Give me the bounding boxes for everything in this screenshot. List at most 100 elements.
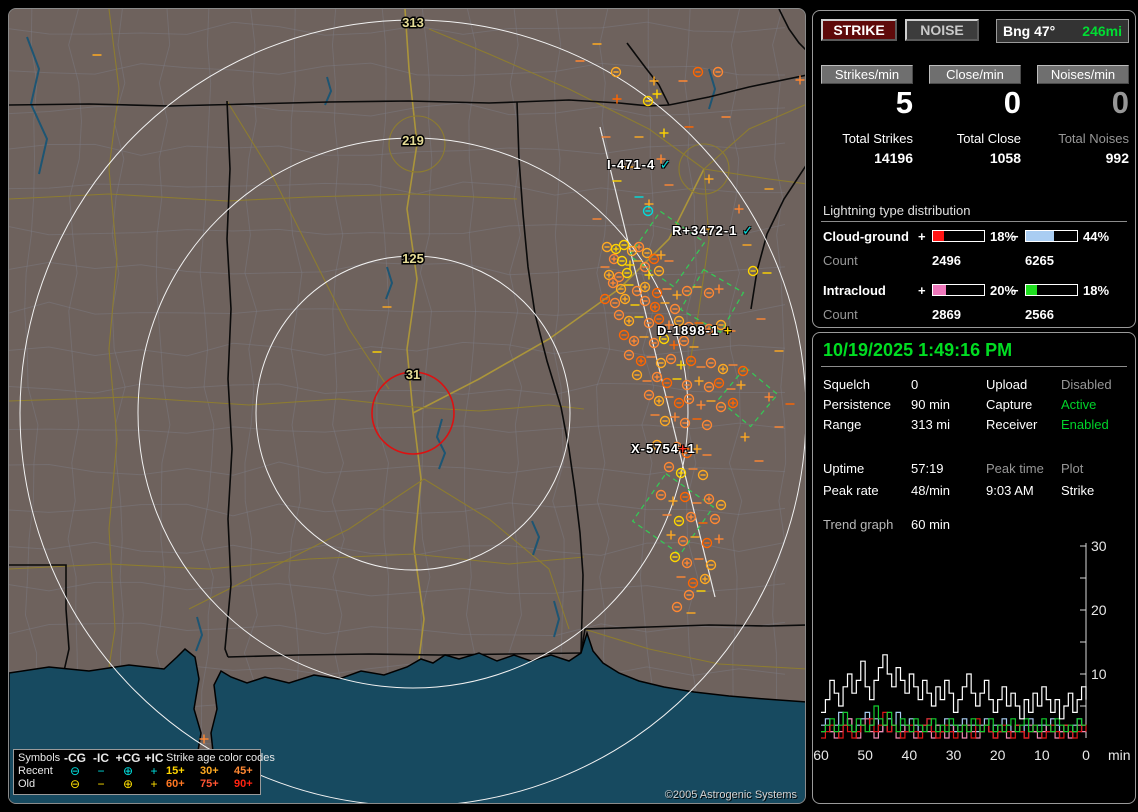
gulf-water (9, 630, 805, 803)
legend-col-neg-cg: -CG (64, 751, 86, 765)
svg-text:0: 0 (1082, 747, 1090, 763)
lightning-map[interactable]: 313 219 125 31 I-471-4 ✓ R+3472-1 ✓ D-1898-1 … (8, 8, 806, 804)
storm-cell-label: R+3472-1 ✓ (672, 223, 754, 238)
count-label: Count (823, 307, 858, 322)
distribution-pct: 44% (1083, 229, 1110, 244)
range-ring-label-219: 219 (402, 133, 424, 148)
legend-col-pos-cg: +CG (115, 751, 141, 765)
trend-series-ic-neg (821, 705, 1086, 733)
distribution-pct: 18% (990, 229, 1017, 244)
count-pos-value: 2869 (932, 307, 961, 322)
status-cell: Persistence (823, 397, 891, 412)
noise-indicator-button[interactable]: NOISE (905, 19, 979, 41)
distribution-row-name: Intracloud (823, 283, 886, 298)
trend-graph: 10 20 30 60 50 40 30 20 10 0 min (813, 538, 1130, 763)
strike-indicator-button[interactable]: STRIKE (821, 19, 897, 41)
total-label: Total Close (956, 131, 1021, 146)
legend-row-label: Old (18, 778, 36, 790)
svg-text:20: 20 (990, 747, 1006, 763)
strike-markers (92, 43, 805, 744)
distribution-divider (821, 221, 1127, 222)
polarity-sign: − (1011, 283, 1019, 298)
distribution-bar (1025, 284, 1078, 296)
distribution-bar (932, 284, 985, 296)
distribution-title: Lightning type distribution (823, 203, 971, 218)
trend-graph-label: Trend graph (823, 517, 894, 532)
datetime-divider (821, 366, 1127, 367)
status-cell: Squelch (823, 377, 870, 392)
count-pos-value: 2496 (932, 253, 961, 268)
status-cell: Enabled (1061, 417, 1109, 432)
trend-series-strikes-total (821, 654, 1087, 720)
legend-symbol: ⊖ (69, 764, 81, 778)
svg-text:40: 40 (902, 747, 918, 763)
datetime-display: 10/19/2025 1:49:16 PM (823, 340, 1013, 360)
age-code: 90+ (234, 778, 253, 790)
bearing-range-readout: Bng 47° 246mi (996, 19, 1129, 43)
rate-button-close-min[interactable]: Close/min (929, 65, 1021, 84)
total-label: Total Strikes (842, 131, 913, 146)
rate-value: 0 (1003, 85, 1021, 120)
legend-symbol: ⊖ (69, 777, 81, 791)
distribution-row-name: Cloud-ground (823, 229, 909, 244)
stat-cell: Peak rate (823, 483, 879, 498)
strike-stats-panel: STRIKE NOISE Bng 47° 246mi Strikes/min 5 C… (812, 10, 1136, 328)
total-value: 992 (1105, 150, 1129, 166)
legend-col-pos-ic: +IC (144, 751, 164, 765)
count-neg-value: 2566 (1025, 307, 1054, 322)
legend-symbols-header: Symbols (18, 752, 61, 764)
stat-cell: 57:19 (911, 461, 944, 476)
svg-text:30: 30 (946, 747, 962, 763)
legend-symbol: + (150, 777, 158, 791)
legend-row-old: Old ⊖ − ⊕ +60+ 75+ 90+ (18, 778, 256, 791)
range-ring-label-31: 31 (406, 367, 420, 382)
age-code: 15+ (166, 765, 185, 777)
copyright-text: ©2005 Astrogenic Systems (664, 789, 797, 801)
legend-symbol: − (97, 777, 105, 791)
rate-value: 5 (895, 85, 913, 120)
svg-text:10: 10 (1091, 666, 1107, 682)
range-ring-label-125: 125 (402, 251, 424, 266)
storm-cell-label: X-5754+1 (631, 441, 696, 456)
stat-cell: 48/min (911, 483, 951, 498)
svg-text:60: 60 (813, 747, 829, 763)
distribution-bar (932, 230, 985, 242)
stat-cell: Uptime (823, 461, 865, 476)
svg-text:20: 20 (1091, 602, 1107, 618)
status-cell: Disabled (1061, 377, 1112, 392)
stat-cell: Peak time (986, 461, 1044, 476)
svg-text:30: 30 (1091, 538, 1107, 554)
legend-age-header: Strike age color codes (166, 752, 275, 764)
count-label: Count (823, 253, 858, 268)
stat-cell[interactable]: Strike (1061, 483, 1095, 498)
rate-button-strikes-min[interactable]: Strikes/min (821, 65, 913, 84)
legend-symbol: ⊕ (122, 764, 134, 778)
range-ring-label-313: 313 (402, 15, 424, 30)
distribution-pct: 18% (1083, 283, 1110, 298)
legend-symbol: ⊕ (122, 777, 134, 791)
trend-graph-duration: 60 min (911, 517, 951, 532)
total-value: 1058 (989, 150, 1021, 166)
legend-col-neg-ic: -IC (93, 751, 109, 765)
range-value: 246mi (1082, 23, 1122, 39)
map-canvas: 313 219 125 31 (9, 9, 805, 803)
legend-row-recent: Recent ⊖ − ⊕ +15+ 30+ 45+ (18, 765, 256, 778)
distribution-bar-fill (933, 231, 945, 241)
distribution-bar-fill (933, 285, 946, 295)
rate-button-noises-min[interactable]: Noises/min (1037, 65, 1129, 84)
legend-symbol: − (97, 764, 105, 778)
count-neg-value: 6265 (1025, 253, 1054, 268)
distribution-pct: 20% (990, 283, 1017, 298)
status-cell: Upload (986, 377, 1028, 392)
polarity-sign: − (1011, 229, 1019, 244)
polarity-sign: + (918, 229, 926, 244)
storm-cell-label: I-471-4 ✓ (607, 157, 672, 172)
total-value: 14196 (874, 150, 913, 166)
distribution-bar (1025, 230, 1078, 242)
status-trend-panel: 10/19/2025 1:49:16 PM Squelch 0 Upload Disa… (812, 332, 1136, 804)
legend-row-label: Recent (18, 765, 53, 777)
status-cell: 0 (911, 377, 919, 392)
total-label: Total Noises (1058, 131, 1129, 146)
distribution-bar-fill (1026, 285, 1038, 295)
